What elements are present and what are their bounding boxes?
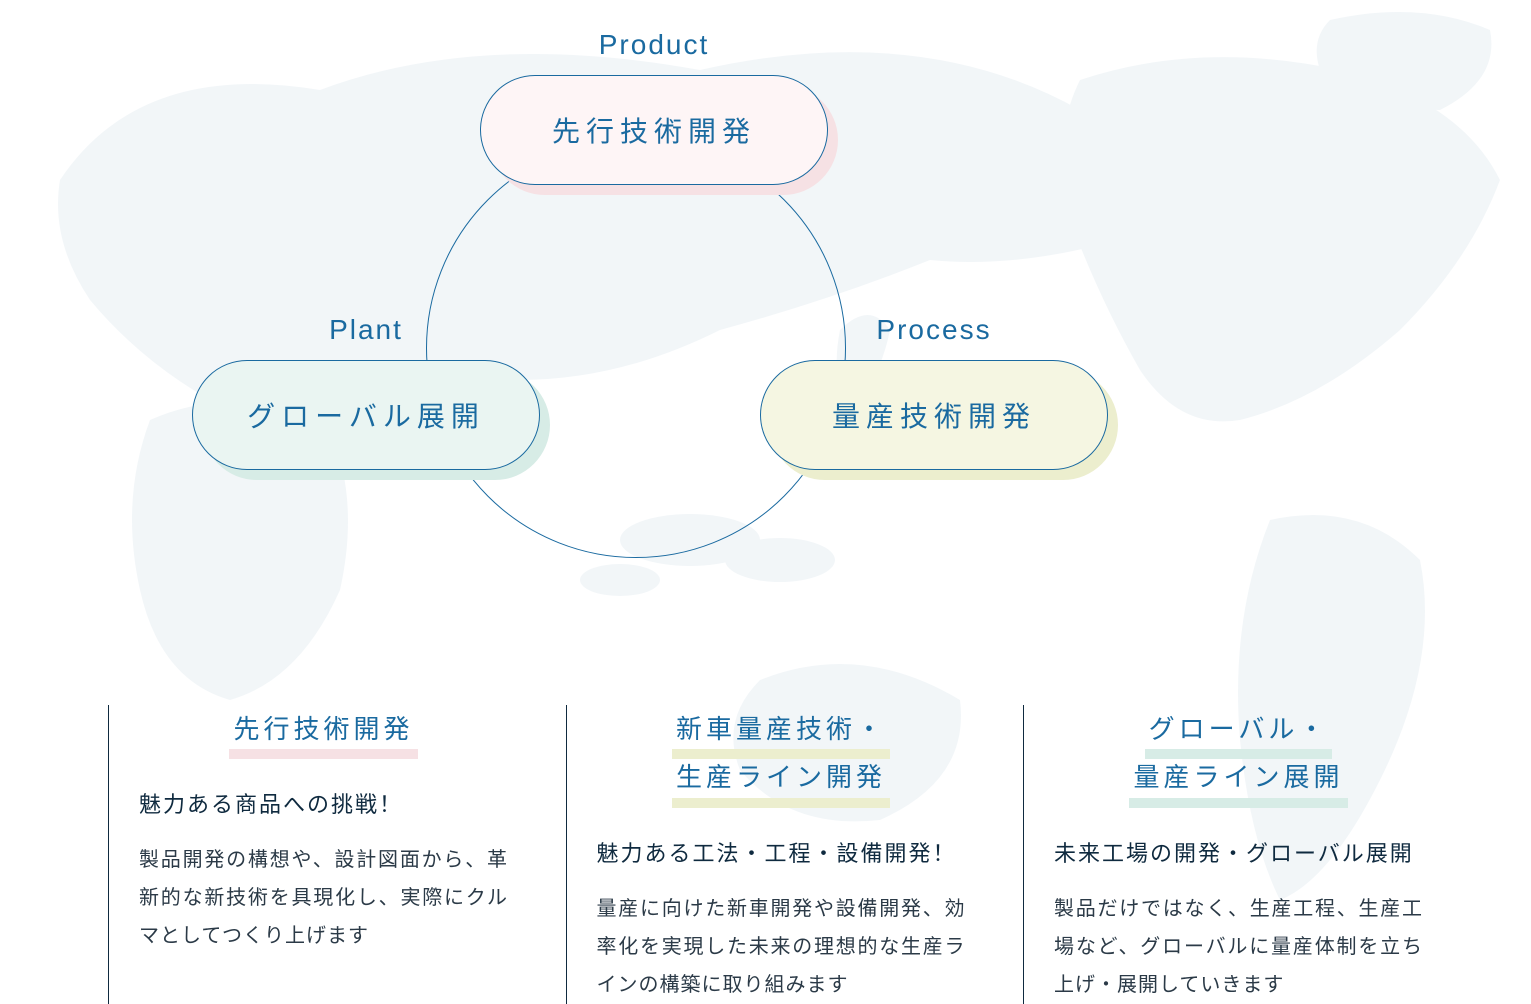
col-process-title-line-0: 新車量産技術・ bbox=[672, 711, 890, 760]
node-process: Process 量産技術開発 bbox=[760, 314, 1108, 470]
col-product: 先行技術開発魅力ある商品への挑戦！ 製品開発の構想や、設計図面から、革新的な新技術… bbox=[108, 705, 508, 1004]
col-process-body: 量産に向けた新車開発や設備開発、効率化を実現した未来の理想的な生産ラインの構築に… bbox=[597, 890, 966, 1004]
node-pill-plant: グローバル展開 bbox=[192, 360, 540, 470]
col-product-subtitle: 魅力ある商品への挑戦！ bbox=[139, 787, 508, 819]
node-caption-plant: Plant bbox=[192, 314, 540, 346]
col-process-title: 新車量産技術・生産ライン開発 bbox=[597, 711, 966, 808]
col-plant: グローバル・量産ライン展開未来工場の開発・グローバル展開製品だけではなく、生産工… bbox=[1023, 705, 1423, 1004]
col-product-title-line-0: 先行技術開発 bbox=[229, 711, 417, 760]
node-caption-product: Product bbox=[480, 29, 828, 61]
col-product-body: 製品開発の構想や、設計図面から、革新的な新技術を具現化し、実際にクルマとしてつく… bbox=[139, 841, 508, 955]
columns-region: 先行技術開発魅力ある商品への挑戦！ 製品開発の構想や、設計図面から、革新的な新技術… bbox=[108, 705, 1423, 1004]
node-caption-process: Process bbox=[760, 314, 1108, 346]
node-product: Product 先行技術開発 bbox=[480, 29, 828, 185]
col-plant-title: グローバル・量産ライン展開 bbox=[1054, 711, 1423, 808]
node-plant: Plant グローバル展開 bbox=[192, 314, 540, 470]
node-pill-product: 先行技術開発 bbox=[480, 75, 828, 185]
col-plant-body: 製品だけではなく、生産工程、生産工場など、グローバルに量産体制を立ち上げ・展開し… bbox=[1054, 890, 1423, 1004]
col-plant-subtitle: 未来工場の開発・グローバル展開 bbox=[1054, 836, 1423, 868]
col-plant-title-line-0: グローバル・ bbox=[1145, 711, 1333, 760]
col-product-title: 先行技術開発 bbox=[139, 711, 508, 760]
node-pill-process: 量産技術開発 bbox=[760, 360, 1108, 470]
col-process-title-line-1: 生産ライン開発 bbox=[672, 759, 890, 808]
col-process: 新車量産技術・生産ライン開発魅力ある工法・工程・設備開発！ 量産に向けた新車開発や… bbox=[566, 705, 966, 1004]
col-process-subtitle: 魅力ある工法・工程・設備開発！ bbox=[597, 836, 966, 868]
col-plant-title-line-1: 量産ライン展開 bbox=[1129, 759, 1347, 808]
